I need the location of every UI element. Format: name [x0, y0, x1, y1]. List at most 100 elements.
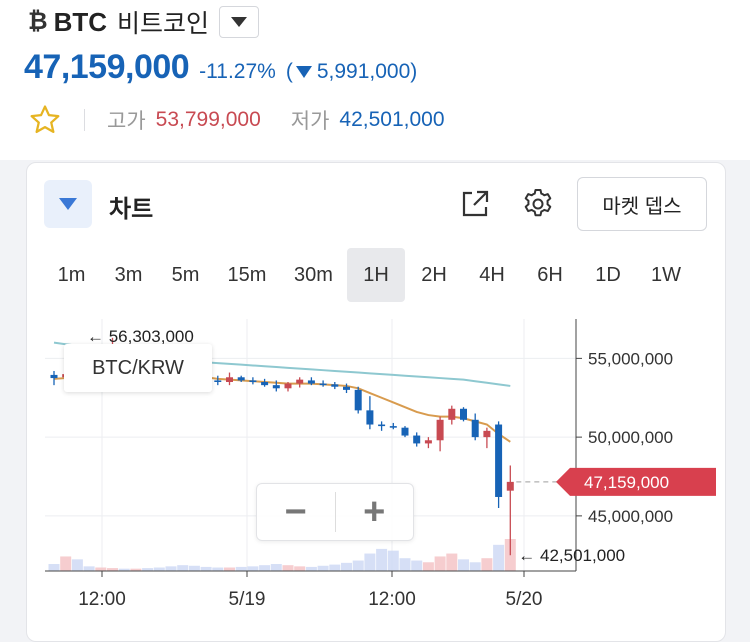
chart-card: 차트 마켓 뎁스 1m 3m 5m 15m 30m 1H 2H 4H 6H 1D… — [26, 162, 726, 642]
volume-bar — [317, 565, 329, 571]
interval-tab[interactable]: 3m — [114, 263, 143, 286]
volume-bar — [259, 565, 271, 571]
candle-body — [366, 410, 374, 425]
high-label: 고가 — [107, 110, 146, 133]
volume-bar — [235, 566, 247, 571]
caret-down-icon — [231, 17, 248, 27]
volume-bar — [83, 566, 95, 571]
interval-tab[interactable]: 1D — [595, 263, 621, 286]
candle-body — [237, 377, 245, 381]
price-row: 47,159,000 -11.27% (5,991,000) — [24, 48, 417, 87]
interval-tab[interactable]: 4H — [479, 263, 505, 286]
volume-bar — [71, 559, 83, 571]
x-tick-label: 5/20 — [506, 589, 543, 610]
volume-bar — [212, 567, 224, 571]
x-tick-label: 12:00 — [368, 589, 416, 610]
candle-body — [378, 424, 386, 427]
candle-body — [413, 435, 421, 444]
volume-bar — [411, 560, 423, 571]
chart-collapse-toggle[interactable] — [44, 180, 92, 228]
candle-body — [495, 424, 503, 497]
interval-tab[interactable]: 6H — [537, 263, 563, 286]
candle-body — [483, 430, 491, 438]
volume-bar — [493, 544, 505, 571]
volume-bar — [305, 566, 317, 571]
volume-bar — [434, 556, 446, 571]
market-depth-button[interactable]: 마켓 뎁스 — [577, 177, 707, 231]
volume-bar — [329, 564, 341, 571]
change-amount: (5,991,000) — [286, 60, 417, 84]
volume-bar — [294, 566, 306, 571]
volume-bar — [130, 568, 142, 571]
candle-body — [226, 377, 233, 382]
volume-bar — [188, 565, 200, 571]
ticker-header: ₿ BTC 비트코인 47,159,000 -11.27% (5,991,000… — [0, 0, 750, 160]
volume-bar — [165, 566, 177, 571]
change-percent: -11.27% — [199, 60, 276, 83]
min-price-marker: ← 42,501,000 — [518, 546, 625, 565]
volume-bar — [118, 568, 130, 571]
zoom-in-button[interactable]: + — [363, 490, 386, 533]
volume-bar — [387, 550, 399, 571]
interval-tab[interactable]: 30m — [294, 263, 333, 286]
interval-tab-active[interactable]: 1H — [347, 248, 405, 302]
volume-bar — [247, 566, 259, 571]
volume-bar — [469, 562, 481, 571]
pair-legend: BTC/KRW — [64, 344, 212, 392]
volume-bar — [270, 564, 282, 571]
interval-tab[interactable]: 15m — [227, 263, 267, 286]
low-value: 42,501,000 — [339, 108, 445, 131]
volume-bar — [458, 559, 469, 571]
volume-bar — [364, 553, 376, 571]
volume-bar — [282, 565, 294, 571]
x-tick-label: 12:00 — [78, 589, 126, 610]
down-triangle-icon — [295, 66, 312, 78]
settings-gear-icon[interactable] — [521, 187, 555, 221]
volume-bar — [95, 567, 107, 571]
current-price: 47,159,000 — [24, 48, 190, 86]
interval-tab[interactable]: 2H — [421, 263, 447, 286]
volume-bar — [48, 564, 60, 571]
max-price-marker: ← 56,303,000 — [87, 327, 194, 346]
volume-bar — [60, 556, 72, 571]
chart-axes: 55,000,000 50,000,000 45,000,000 12:00 5/19 1… — [45, 319, 716, 610]
zoom-out-button[interactable]: − — [284, 490, 307, 533]
candle-body — [307, 380, 315, 384]
candle-body — [272, 385, 280, 389]
candle-body — [249, 380, 257, 382]
bitcoin-icon: ₿ — [28, 8, 48, 35]
favorite-star-icon[interactable] — [28, 103, 62, 137]
y-tick-label: 45,000,000 — [588, 507, 673, 526]
volume-bar — [341, 562, 352, 571]
zoom-divider — [334, 492, 336, 532]
coin-title-row: ₿ BTC 비트코인 — [28, 6, 260, 38]
y-tick-label: 55,000,000 — [588, 349, 673, 368]
candle-body — [261, 382, 269, 386]
chart-title: 차트 — [109, 196, 154, 223]
candle-body — [354, 389, 362, 411]
coin-dropdown-button[interactable] — [219, 6, 260, 38]
open-external-icon[interactable] — [459, 188, 491, 220]
candle-body — [389, 426, 397, 428]
interval-tab[interactable]: 1m — [57, 263, 86, 286]
volume-bars — [48, 539, 516, 571]
candle-body — [50, 374, 58, 379]
candle-body — [343, 386, 350, 390]
candlestick-chart[interactable]: 55,000,000 50,000,000 45,000,000 12:00 5/19 1… — [27, 319, 725, 637]
volume-bar — [352, 560, 364, 571]
zoom-controls: − + — [256, 483, 414, 541]
caret-down-icon — [59, 198, 77, 210]
volume-bar — [107, 568, 118, 571]
candle-body — [436, 419, 444, 441]
open-paren: ( — [285, 60, 293, 83]
interval-tab[interactable]: 1W — [651, 263, 681, 286]
y-tick-label: 50,000,000 — [588, 428, 673, 447]
candle-body — [284, 383, 292, 389]
interval-tab[interactable]: 5m — [171, 263, 200, 286]
coin-symbol: BTC — [53, 6, 107, 37]
candle-body — [401, 427, 409, 436]
high-low-row: 고가 53,799,000 저가 42,501,000 — [28, 104, 445, 136]
volume-bar — [446, 553, 458, 571]
candle-body — [296, 379, 304, 384]
candle-body — [319, 383, 327, 386]
